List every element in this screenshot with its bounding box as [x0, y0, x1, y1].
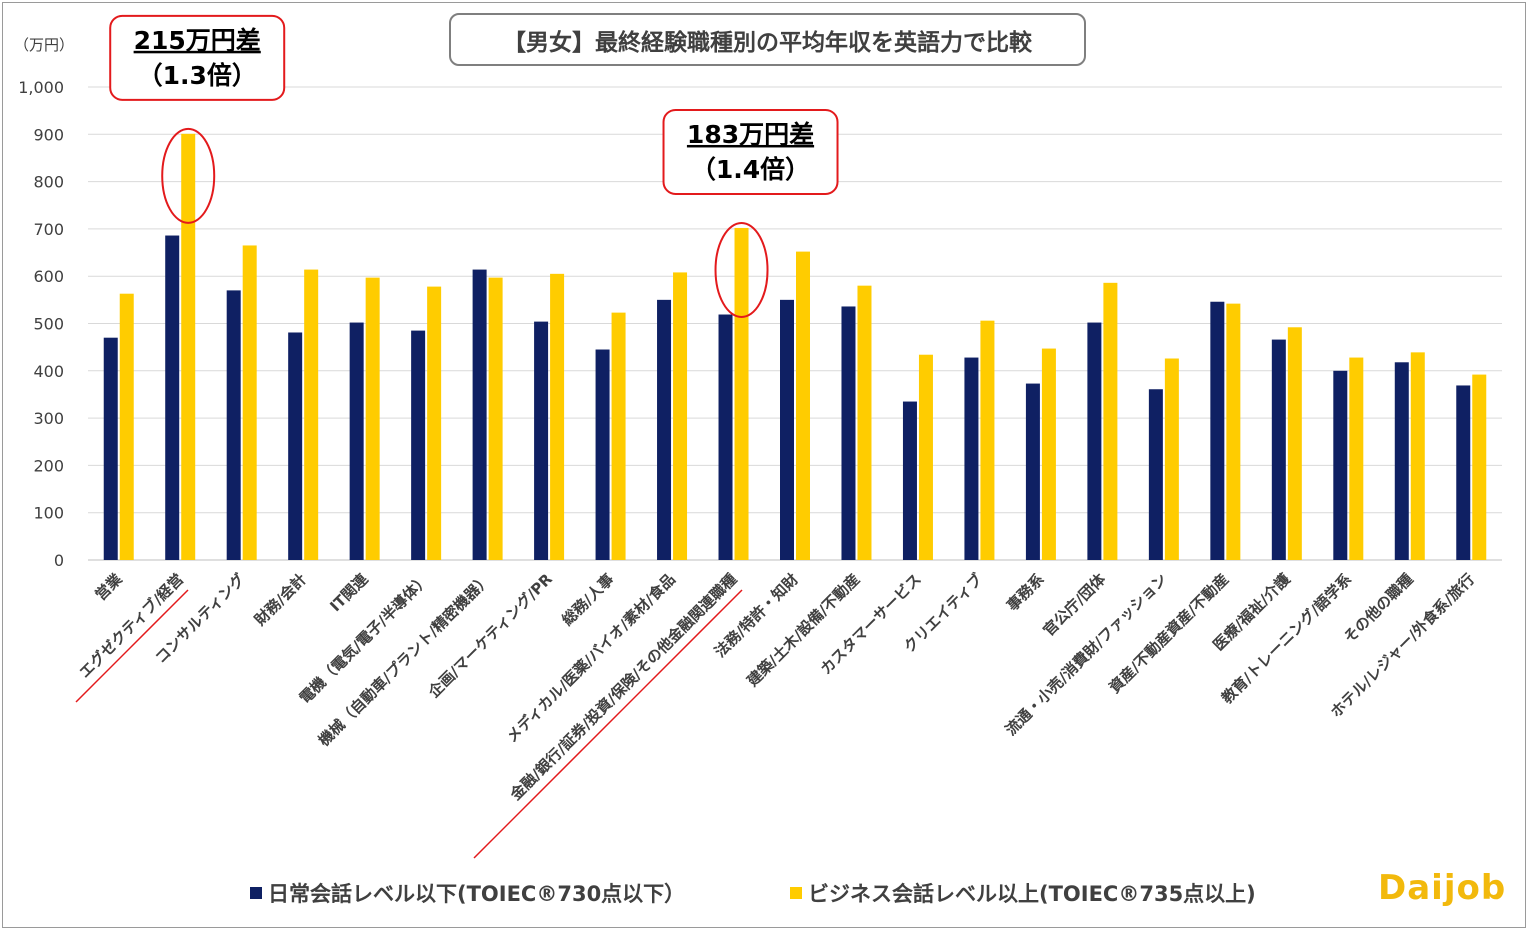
daijob-logo: Daijob	[1378, 868, 1507, 908]
bar-series-2	[304, 269, 319, 560]
bar-series-2	[980, 320, 995, 560]
bar-series-1	[964, 357, 979, 560]
bar-series-1	[1394, 362, 1409, 560]
x-tick-label: 金融/銀行/証券/投資/保険/その他金融関連職種	[506, 570, 740, 804]
legend-item-series-1: 日常会話レベル以下(TOIEC®730点以下）	[250, 878, 685, 908]
legend-label-series-1: 日常会話レベル以下(TOIEC®730点以下）	[268, 882, 686, 906]
bar-series-1	[1333, 370, 1348, 560]
callout-box	[109, 14, 286, 101]
callout-ratio: （1.4倍）	[691, 155, 810, 184]
bar-series-2	[1472, 374, 1487, 560]
bar-series-2	[611, 312, 626, 560]
bar-series-2	[1226, 303, 1241, 560]
y-tick-label: 900	[33, 125, 64, 144]
x-tick-label: 総務/人事	[558, 570, 617, 629]
bar-series-1	[780, 299, 794, 560]
y-tick-label: 300	[33, 409, 64, 428]
bar-series-1	[1025, 383, 1040, 560]
bar-series-1	[1271, 339, 1286, 560]
bar-series-2	[181, 133, 196, 560]
legend-swatch-series-2	[790, 887, 802, 899]
category-underline	[473, 589, 743, 859]
bar-series-2	[427, 286, 442, 560]
bar-series-2	[1287, 327, 1302, 560]
bar-series-1	[288, 332, 303, 560]
y-tick-label: 800	[33, 173, 64, 192]
bar-series-2	[796, 251, 810, 560]
x-tick-label: 資産/不動産資産/不動産	[1106, 570, 1233, 697]
bar-series-1	[657, 299, 672, 560]
bar-series-1	[472, 269, 487, 560]
y-tick-label: 700	[33, 220, 64, 239]
chart-title: 【男女】最終経験職種別の平均年収を英語力で比較	[449, 13, 1086, 66]
bar-series-2	[1410, 352, 1425, 560]
bar-series-1	[1087, 322, 1102, 560]
bar-series-1	[1148, 389, 1163, 560]
bar-series-1	[103, 337, 118, 560]
bar-series-2	[673, 272, 688, 560]
y-tick-label: 400	[33, 362, 64, 381]
y-tick-label: 0	[54, 551, 64, 570]
y-tick-label: 200	[33, 456, 64, 475]
y-tick-label: 100	[33, 504, 64, 523]
x-tick-label: 営業	[92, 569, 127, 604]
callout-difference: 215万円差	[134, 26, 261, 55]
bar-series-1	[349, 322, 364, 560]
bar-series-1	[595, 349, 610, 560]
x-tick-label: 建築/土木/設備/不動産	[743, 570, 863, 690]
bar-series-2	[857, 285, 872, 560]
bar-series-1	[165, 235, 180, 560]
x-tick-label: 教育/トレーニング/語学系	[1217, 570, 1355, 708]
bar-series-1	[841, 306, 856, 560]
bar-series-2	[1041, 348, 1056, 560]
category-underline	[75, 589, 189, 703]
bar-series-2	[1164, 358, 1179, 560]
legend-swatch-series-1	[250, 887, 262, 899]
highlight-ellipse	[161, 127, 216, 224]
y-axis-unit: （万円）	[14, 36, 74, 54]
legend-label-series-2: ビジネス会話レベル以上(TOIEC®735点以上)	[808, 882, 1256, 906]
bar-series-2	[242, 245, 257, 560]
bar-series-1	[411, 330, 426, 560]
y-tick-label: 600	[33, 267, 64, 286]
legend-item-series-2: ビジネス会話レベル以上(TOIEC®735点以上)	[790, 878, 1256, 908]
callout-difference: 183万円差	[687, 120, 814, 149]
y-tick-label: 1,000	[18, 78, 64, 97]
bar-series-1	[718, 314, 733, 560]
callout-box	[662, 108, 839, 195]
bar-series-2	[550, 273, 565, 560]
bar-series-1	[534, 321, 549, 560]
callout-ratio: （1.3倍）	[138, 61, 257, 90]
bar-series-2	[734, 227, 749, 561]
highlight-ellipse	[714, 221, 769, 318]
bar-series-2	[1349, 357, 1364, 560]
y-tick-label: 500	[33, 315, 64, 334]
bar-series-1	[1456, 385, 1471, 560]
bar-series-2	[488, 277, 503, 560]
x-tick-label: エグゼクティブ/経営	[76, 570, 187, 681]
bar-series-1	[1210, 301, 1225, 560]
x-tick-label: 事務系	[1003, 570, 1048, 615]
bar-series-2	[1103, 282, 1118, 560]
x-tick-label: 企画/マーケティング/PR	[424, 570, 556, 702]
bar-series-2	[918, 354, 933, 560]
bar-series-2	[119, 293, 134, 560]
bar-series-1	[902, 401, 917, 560]
x-tick-label: IT関連	[326, 569, 372, 615]
bar-series-2	[365, 277, 380, 560]
x-tick-label: 財務/会計	[250, 570, 310, 630]
bar-series-1	[226, 290, 241, 560]
